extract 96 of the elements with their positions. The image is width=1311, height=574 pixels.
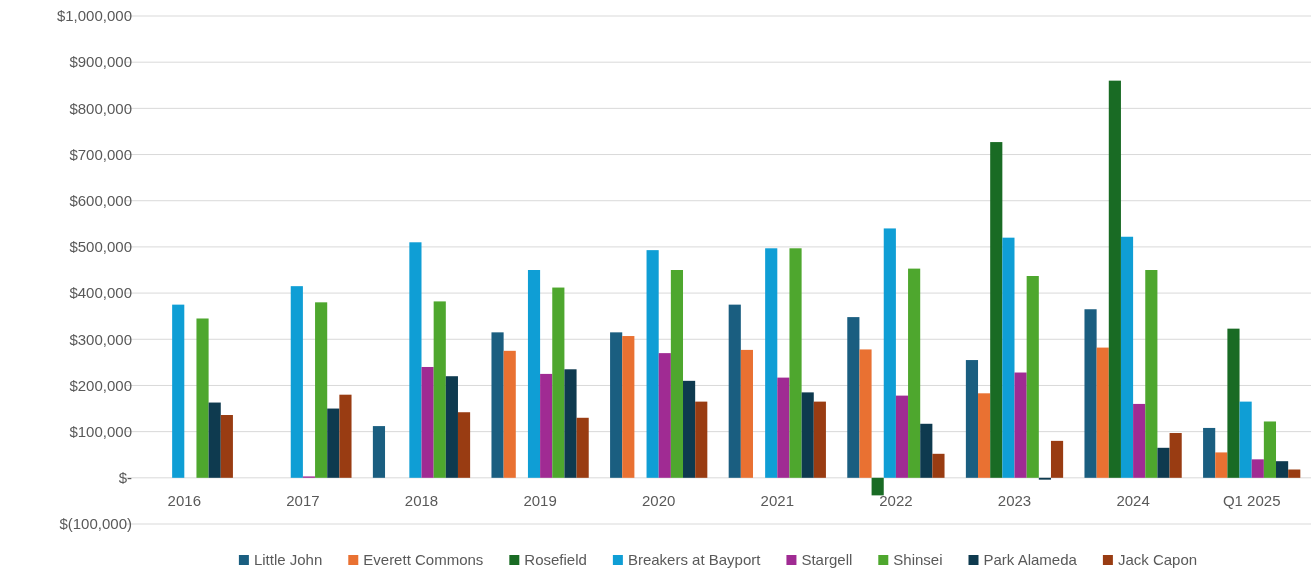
bar — [457, 412, 471, 478]
x-tick-label: 2016 — [167, 492, 201, 510]
bar — [1215, 452, 1228, 478]
bar — [777, 377, 790, 478]
y-tick-label: $900,000 — [69, 53, 132, 71]
bar — [445, 376, 458, 478]
bar — [1120, 236, 1134, 478]
legend-label: Jack Capon — [1117, 551, 1198, 568]
x-tick-label: 2023 — [997, 492, 1032, 510]
bar — [1014, 372, 1027, 478]
legend-label: Shinsei — [893, 551, 943, 568]
bar — [1263, 421, 1277, 478]
legend-label: Park Alameda — [983, 551, 1078, 568]
bar — [813, 401, 826, 478]
bar — [433, 301, 446, 478]
bar — [847, 317, 860, 478]
x-tick-label: 2017 — [286, 492, 320, 510]
bar — [552, 287, 565, 478]
bar — [908, 268, 921, 478]
bar — [1145, 270, 1158, 478]
bar — [871, 477, 884, 496]
bar — [883, 228, 896, 478]
bar — [1288, 469, 1301, 478]
bar — [610, 332, 623, 478]
bar — [576, 417, 589, 478]
legend-label: Rosefield — [524, 551, 587, 568]
y-tick-label: $800,000 — [69, 99, 132, 117]
bar — [695, 401, 708, 478]
bar — [503, 350, 516, 478]
bar — [1096, 347, 1109, 478]
x-tick-label: 2018 — [404, 492, 439, 510]
bar — [1169, 433, 1182, 478]
bar — [372, 426, 386, 478]
bar — [1133, 403, 1146, 478]
bar — [1203, 427, 1216, 478]
bar — [859, 349, 872, 478]
x-tick-label: 2024 — [1116, 492, 1150, 510]
bar — [220, 415, 233, 478]
bar — [990, 142, 1003, 478]
bar — [658, 353, 671, 478]
y-tick-label: $600,000 — [69, 192, 132, 210]
bar — [920, 423, 933, 478]
bar — [801, 392, 814, 478]
bar — [1050, 440, 1064, 478]
legend-label: Stargell — [801, 551, 853, 568]
legend-label: Breakers at Bayport — [627, 551, 762, 568]
legend-label: Everett Commons — [363, 551, 484, 568]
bar — [1084, 309, 1097, 478]
bar — [646, 250, 659, 478]
bar — [622, 336, 635, 478]
bar — [1157, 447, 1170, 478]
y-tick-label: $300,000 — [69, 330, 132, 348]
x-tick-label: 2021 — [760, 492, 794, 510]
bar — [540, 373, 553, 478]
x-tick-label: Q1 2025 — [1222, 492, 1281, 510]
bar — [421, 366, 434, 478]
y-tick-label: $(100,000) — [59, 515, 132, 533]
x-tick-label: 2019 — [523, 492, 557, 510]
bar — [1002, 237, 1015, 478]
bar — [1239, 401, 1252, 478]
bar — [789, 248, 802, 478]
bar — [196, 318, 209, 478]
bar — [527, 270, 541, 478]
bar — [172, 304, 185, 478]
bar — [728, 304, 741, 478]
bar — [895, 395, 909, 478]
bar — [339, 394, 352, 478]
bar — [765, 248, 778, 478]
x-tick-label: 2022 — [879, 492, 913, 510]
bar — [1276, 461, 1289, 478]
y-tick-label: $700,000 — [69, 145, 132, 163]
bar — [409, 242, 422, 478]
y-tick-label: $400,000 — [69, 284, 132, 302]
bar — [1227, 328, 1240, 478]
x-tick-label: 2020 — [642, 492, 676, 510]
bar — [208, 402, 221, 478]
bar — [965, 360, 979, 478]
bar — [315, 302, 328, 478]
bar — [670, 270, 684, 478]
bar — [740, 349, 753, 478]
y-tick-label: $- — [118, 469, 132, 487]
bar — [1108, 80, 1121, 478]
bar — [564, 369, 577, 478]
y-tick-label: $500,000 — [69, 238, 132, 256]
y-tick-label: $100,000 — [69, 422, 132, 440]
y-tick-label: $1,000,000 — [56, 7, 132, 25]
bar — [932, 453, 945, 478]
bar — [290, 286, 303, 478]
bar — [1251, 459, 1264, 478]
bar — [327, 408, 340, 478]
bar — [1026, 276, 1039, 478]
legend-label: Little John — [253, 551, 323, 568]
bar — [683, 380, 696, 478]
bar — [978, 393, 991, 478]
y-tick-label: $200,000 — [69, 376, 132, 394]
bar — [491, 332, 504, 478]
